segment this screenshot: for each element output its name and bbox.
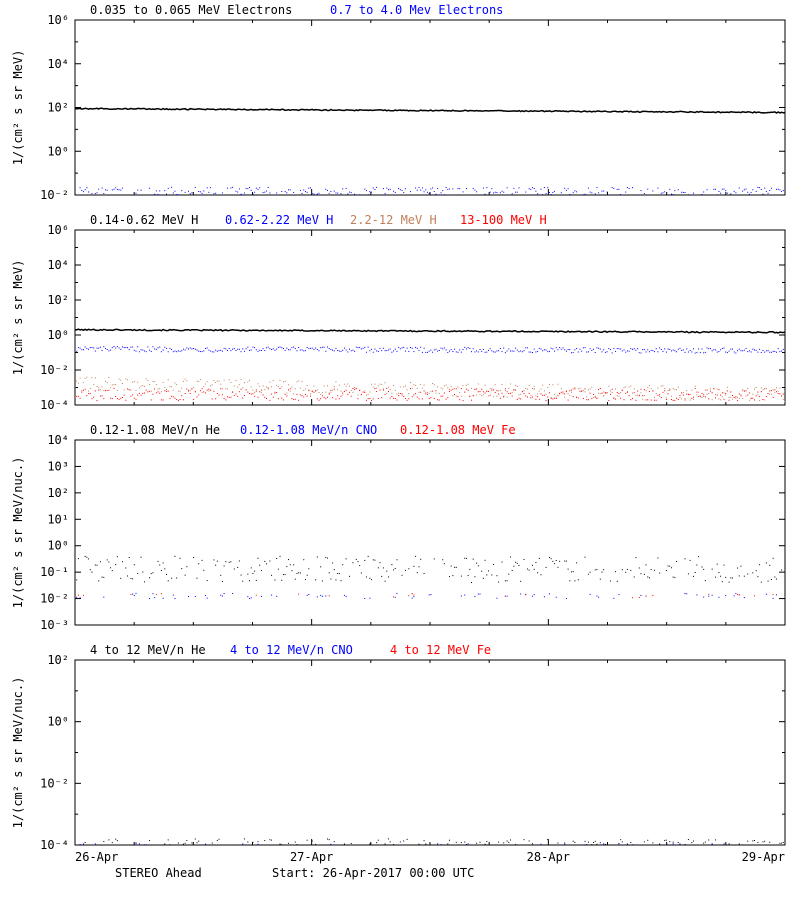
footer-center: Start: 26-Apr-2017 00:00 UTC [272,866,474,880]
legend-label: 0.12-1.08 MeV/n CNO [240,423,377,437]
y-axis-label: 1/(cm² s sr MeV) [11,50,25,166]
ytick-label: 10⁴ [47,433,69,447]
series [75,346,786,354]
legend-label: 0.12-1.08 MeV/n He [90,423,220,437]
series [78,593,774,598]
ytick-label: 10⁰ [47,328,69,342]
panel-frame [75,440,785,625]
ytick-label: 10⁻² [40,592,69,606]
ytick-label: 10⁴ [47,258,69,272]
ytick-label: 10⁻⁴ [40,398,69,412]
series [85,838,784,845]
panel-frame [75,230,785,405]
legend-label: 13-100 MeV H [460,213,547,227]
multi-panel-chart: 10⁻² 10⁰ 10² 10⁴ 10⁶ 1/(cm² s sr MeV) 0.035 to… [0,0,800,900]
series [75,377,786,402]
y-axis-label: 1/(cm² s sr MeV) [11,260,25,376]
ytick-label: 10⁰ [47,715,69,729]
ytick-label: 10² [47,293,69,307]
ytick-label: 10² [47,486,69,500]
panel-frame [75,20,785,195]
ytick-label: 10¹ [47,512,69,526]
legend-label: 0.035 to 0.065 MeV Electrons [90,3,292,17]
footer-left: STEREO Ahead [115,866,202,880]
ytick-label: 10⁶ [47,223,69,237]
legend-label: 4 to 12 MeV/n CNO [230,643,353,657]
ytick-label: 10⁰ [47,144,69,158]
series [75,108,785,113]
legend-label: 4 to 12 MeV Fe [390,643,491,657]
legend-label: 2.2-12 MeV H [350,213,437,227]
ytick-label: 10² [47,101,69,115]
ytick-label: 10⁻¹ [40,565,69,579]
xtick-label: 28-Apr [527,850,570,864]
panel-frame [75,660,785,845]
ytick-label: 10⁶ [47,13,69,27]
legend-label: 0.14-0.62 MeV H [90,213,198,227]
xtick-label: 27-Apr [290,850,333,864]
series [75,329,785,333]
legend-label: 4 to 12 MeV/n He [90,643,206,657]
legend-label: 0.62-2.22 MeV H [225,213,333,227]
ytick-label: 10⁴ [47,57,69,71]
y-axis-label: 1/(cm² s sr MeV/nuc.) [11,677,25,829]
xtick-label: 26-Apr [75,850,118,864]
ytick-label: 10⁻² [40,188,69,202]
chart-container: 10⁻² 10⁰ 10² 10⁴ 10⁶ 1/(cm² s sr MeV) 0.035 to… [0,0,800,900]
ytick-label: 10⁻⁴ [40,838,69,852]
ytick-label: 10³ [47,459,69,473]
series [75,556,786,583]
legend-label: 0.7 to 4.0 Mev Electrons [330,3,503,17]
legend-label: 0.12-1.08 MeV Fe [400,423,516,437]
xtick-label: 29-Apr [742,850,785,864]
ytick-label: 10² [47,653,69,667]
y-axis-label: 1/(cm² s sr MeV/nuc.) [11,457,25,609]
ytick-label: 10⁻² [40,363,69,377]
ytick-label: 10⁻² [40,776,69,790]
series [75,388,786,401]
ytick-label: 10⁰ [47,539,69,553]
ytick-label: 10⁻³ [40,618,69,632]
series [76,593,777,599]
